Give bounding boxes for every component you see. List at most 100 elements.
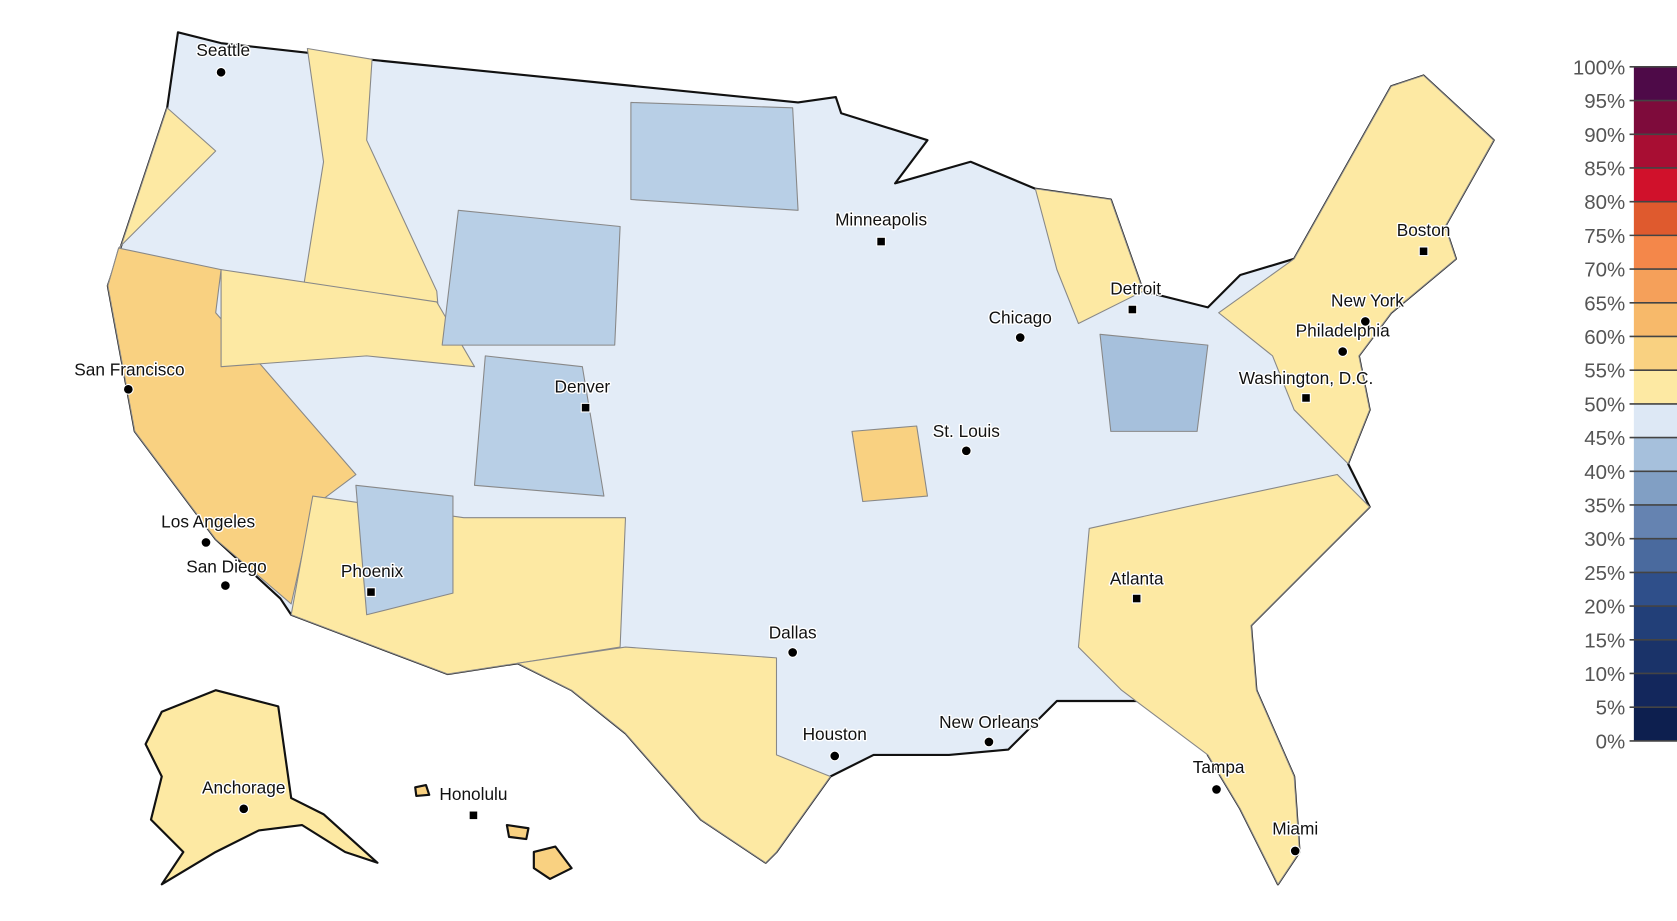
legend-tick-label: 20% [1584, 596, 1625, 619]
region [473, 355, 605, 497]
legend-swatch [1633, 100, 1677, 135]
region [290, 495, 627, 675]
legend-tick-label: 60% [1584, 326, 1625, 349]
city-label: Miami [1272, 819, 1318, 839]
city-label: Los Angeles [161, 511, 255, 531]
region [630, 101, 799, 211]
city-label: New Orleans [939, 712, 1039, 732]
legend-swatch [1633, 302, 1677, 337]
city-label: Phoenix [341, 561, 404, 581]
legend-tick-label: 75% [1584, 225, 1625, 248]
region [1099, 333, 1209, 432]
legend-swatch [1633, 504, 1677, 539]
legend-tick-label: 40% [1584, 461, 1625, 484]
city-marker [200, 537, 212, 548]
city-label: Detroit [1110, 278, 1161, 298]
city-label: Minneapolis [835, 209, 927, 229]
legend-swatch [1633, 606, 1677, 640]
city-label: Tampa [1193, 757, 1245, 777]
legend: 0% 5% 10% 15% 20% 25% 30% 35% 40% 45% 50% 55% 60% 65%… [1573, 56, 1677, 753]
city-marker [1131, 593, 1142, 604]
legend-swatch [1633, 235, 1677, 270]
city-marker [220, 580, 231, 591]
legend-tick-label: 95% [1584, 90, 1625, 113]
city-label: Houston [803, 724, 867, 744]
legend-tick-label: 0% [1596, 730, 1626, 753]
city-marker [366, 587, 376, 597]
city-label: Washington, D.C. [1239, 368, 1374, 388]
city-marker [1418, 246, 1429, 257]
legend-swatch [1633, 336, 1677, 371]
legend-tick-label: 90% [1584, 124, 1625, 147]
legend-swatch [1633, 370, 1677, 404]
city-marker [1127, 304, 1138, 315]
legend-swatch [1633, 707, 1677, 741]
city-marker [960, 445, 972, 457]
region [517, 646, 831, 864]
legend-swatch [1633, 134, 1677, 168]
city-marker [983, 736, 995, 748]
legend-tick-label: 100% [1573, 56, 1625, 79]
alaska [144, 689, 379, 886]
legend-swatch [1633, 403, 1677, 438]
region [441, 209, 621, 346]
legend-swatch [1633, 538, 1677, 573]
legend-tick-label: 10% [1584, 663, 1625, 686]
map [106, 31, 1495, 886]
legend-tick-label: 85% [1584, 158, 1625, 181]
hawaii [414, 784, 573, 881]
legend-swatch [1633, 639, 1677, 674]
legend-swatch [1633, 471, 1677, 505]
city-layer: Seattle San Francisco Los Angeles San Diego… [73, 39, 1452, 857]
city-marker [1359, 315, 1371, 327]
legend-swatch [1633, 437, 1677, 472]
city-marker [1337, 346, 1349, 357]
city-label: Anchorage [202, 778, 285, 798]
city-marker [787, 647, 799, 658]
city-label: Dallas [769, 622, 817, 642]
legend-swatch [1633, 66, 1677, 101]
city-label: Boston [1397, 220, 1451, 240]
city-label: Honolulu [439, 784, 507, 804]
legend-tick-label: 50% [1584, 393, 1625, 416]
region [1218, 74, 1495, 465]
legend-tick-label: 5% [1596, 697, 1626, 720]
legend-swatch [1633, 167, 1677, 202]
region [220, 269, 476, 368]
legend-tick-label: 25% [1584, 562, 1625, 585]
city-label: Denver [555, 377, 611, 397]
city-marker [238, 803, 250, 815]
legend-swatch [1633, 572, 1677, 607]
city-marker [122, 383, 134, 395]
city-marker [829, 750, 841, 762]
region [851, 425, 929, 503]
city-label: San Francisco [74, 359, 184, 379]
legend-tick-label: 80% [1584, 191, 1625, 214]
legend-swatch [1633, 673, 1677, 708]
city-label: St. Louis [933, 421, 1000, 441]
legend-tick-label: 45% [1584, 427, 1625, 450]
city-label: Philadelphia [1296, 320, 1390, 340]
legend-tick-label: 15% [1584, 629, 1625, 652]
region [1034, 188, 1144, 325]
city-marker [215, 66, 227, 78]
legend-swatch [1633, 201, 1677, 236]
city-label: San Diego [186, 557, 267, 577]
city-marker [1301, 393, 1311, 403]
legend-tick-label: 30% [1584, 528, 1625, 551]
city-marker [1014, 332, 1026, 343]
city-label: Seattle [196, 40, 250, 60]
city-marker [1211, 784, 1222, 795]
legend-tick-label: 65% [1584, 292, 1625, 315]
region [1077, 473, 1371, 885]
city-marker [580, 402, 591, 413]
legend-swatch [1633, 269, 1677, 303]
city-marker [468, 810, 479, 821]
city-marker [876, 236, 886, 247]
legend-tick-label: 70% [1584, 259, 1625, 282]
legend-tick-label: 35% [1584, 495, 1625, 518]
region [355, 484, 454, 616]
city-label: Atlanta [1110, 569, 1164, 589]
city-label: New York [1331, 290, 1404, 310]
